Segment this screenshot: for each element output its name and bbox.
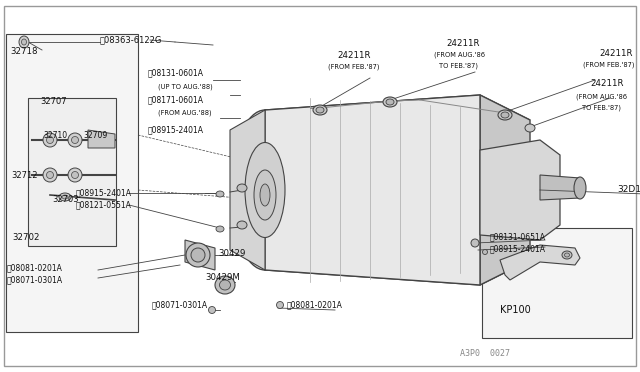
Ellipse shape (498, 110, 512, 120)
Text: 24211R: 24211R (337, 51, 371, 60)
Ellipse shape (59, 193, 71, 201)
Ellipse shape (72, 137, 79, 144)
Polygon shape (265, 95, 480, 285)
Ellipse shape (19, 36, 29, 48)
Ellipse shape (220, 280, 230, 290)
Ellipse shape (237, 221, 247, 229)
Ellipse shape (386, 99, 394, 105)
Text: Ⓑ08081-0201A: Ⓑ08081-0201A (7, 263, 63, 273)
Text: Ⓑ08171-0601A: Ⓑ08171-0601A (148, 96, 204, 105)
Ellipse shape (216, 226, 224, 232)
Text: 24211R: 24211R (590, 80, 623, 89)
Text: Ⓑ08121-0551A: Ⓑ08121-0551A (76, 201, 132, 209)
Polygon shape (230, 110, 265, 270)
Ellipse shape (47, 137, 54, 144)
Text: 32709: 32709 (83, 131, 108, 140)
Ellipse shape (383, 97, 397, 107)
Polygon shape (480, 95, 530, 285)
Ellipse shape (209, 307, 216, 314)
Polygon shape (500, 245, 580, 280)
Ellipse shape (231, 110, 299, 270)
Text: 32712: 32712 (11, 170, 38, 180)
Ellipse shape (68, 168, 82, 182)
Text: Ⓢ08363-6122G: Ⓢ08363-6122G (100, 35, 163, 45)
Text: 24211R: 24211R (446, 38, 479, 48)
Ellipse shape (471, 239, 479, 247)
Text: (FROM AUG.'88): (FROM AUG.'88) (158, 110, 212, 116)
Ellipse shape (43, 168, 57, 182)
Text: 32718: 32718 (10, 48, 38, 57)
Text: (FROM FEB.'87): (FROM FEB.'87) (583, 62, 634, 68)
Text: 30429M: 30429M (205, 273, 240, 282)
Ellipse shape (47, 171, 54, 179)
Text: 32D10: 32D10 (617, 186, 640, 195)
Text: Ⓥ08915-2401A: Ⓥ08915-2401A (490, 244, 546, 253)
Ellipse shape (68, 133, 82, 147)
Polygon shape (88, 130, 115, 148)
Ellipse shape (22, 39, 26, 45)
Polygon shape (480, 140, 560, 240)
Ellipse shape (43, 133, 57, 147)
Ellipse shape (216, 191, 224, 197)
Text: Ⓑ08081-0201A: Ⓑ08081-0201A (287, 301, 343, 310)
Ellipse shape (501, 112, 509, 118)
Ellipse shape (574, 177, 586, 199)
Text: (FROM AUG.'86: (FROM AUG.'86 (576, 94, 627, 100)
Text: KP100: KP100 (500, 305, 531, 315)
Polygon shape (540, 175, 580, 200)
Text: 32702: 32702 (12, 234, 40, 243)
Ellipse shape (191, 248, 205, 262)
Ellipse shape (215, 276, 235, 294)
Text: Ⓑ08131-0651A: Ⓑ08131-0651A (490, 232, 546, 241)
Text: 32707: 32707 (40, 97, 67, 106)
Text: (FROM FEB.'87): (FROM FEB.'87) (328, 64, 380, 70)
Text: Ⓑ08131-0601A: Ⓑ08131-0601A (148, 68, 204, 77)
Text: Ⓥ08915-2401A: Ⓥ08915-2401A (148, 125, 204, 135)
Text: (FROM AUG.'86: (FROM AUG.'86 (434, 52, 485, 58)
Text: 32710: 32710 (43, 131, 67, 140)
Text: 24211R: 24211R (599, 48, 632, 58)
Ellipse shape (186, 243, 210, 267)
Text: Ⓑ08071-0301A: Ⓑ08071-0301A (152, 301, 208, 310)
Polygon shape (185, 240, 215, 270)
Ellipse shape (316, 107, 324, 113)
Ellipse shape (562, 251, 572, 259)
Bar (482, 228, 632, 338)
Polygon shape (265, 245, 530, 285)
Text: TO FEB.'87): TO FEB.'87) (582, 105, 621, 111)
Text: Ⓑ08071-0301A: Ⓑ08071-0301A (7, 276, 63, 285)
Bar (28, 98, 116, 246)
Ellipse shape (313, 105, 327, 115)
Bar (6, 34, 138, 332)
Ellipse shape (72, 171, 79, 179)
Text: (UP TO AUG.'88): (UP TO AUG.'88) (158, 84, 212, 90)
Ellipse shape (237, 184, 247, 192)
Ellipse shape (254, 170, 276, 220)
Polygon shape (265, 95, 530, 135)
Ellipse shape (245, 142, 285, 237)
Ellipse shape (276, 301, 284, 308)
Ellipse shape (525, 124, 535, 132)
Ellipse shape (564, 253, 570, 257)
Ellipse shape (260, 184, 270, 206)
Text: 32703: 32703 (52, 196, 79, 205)
Text: TO FEB.'87): TO FEB.'87) (439, 63, 478, 69)
Text: A3P0  0027: A3P0 0027 (460, 350, 510, 359)
Text: Ⓥ08915-2401A: Ⓥ08915-2401A (76, 189, 132, 198)
Ellipse shape (62, 195, 68, 199)
Text: 30429: 30429 (218, 248, 245, 257)
Ellipse shape (483, 250, 488, 254)
